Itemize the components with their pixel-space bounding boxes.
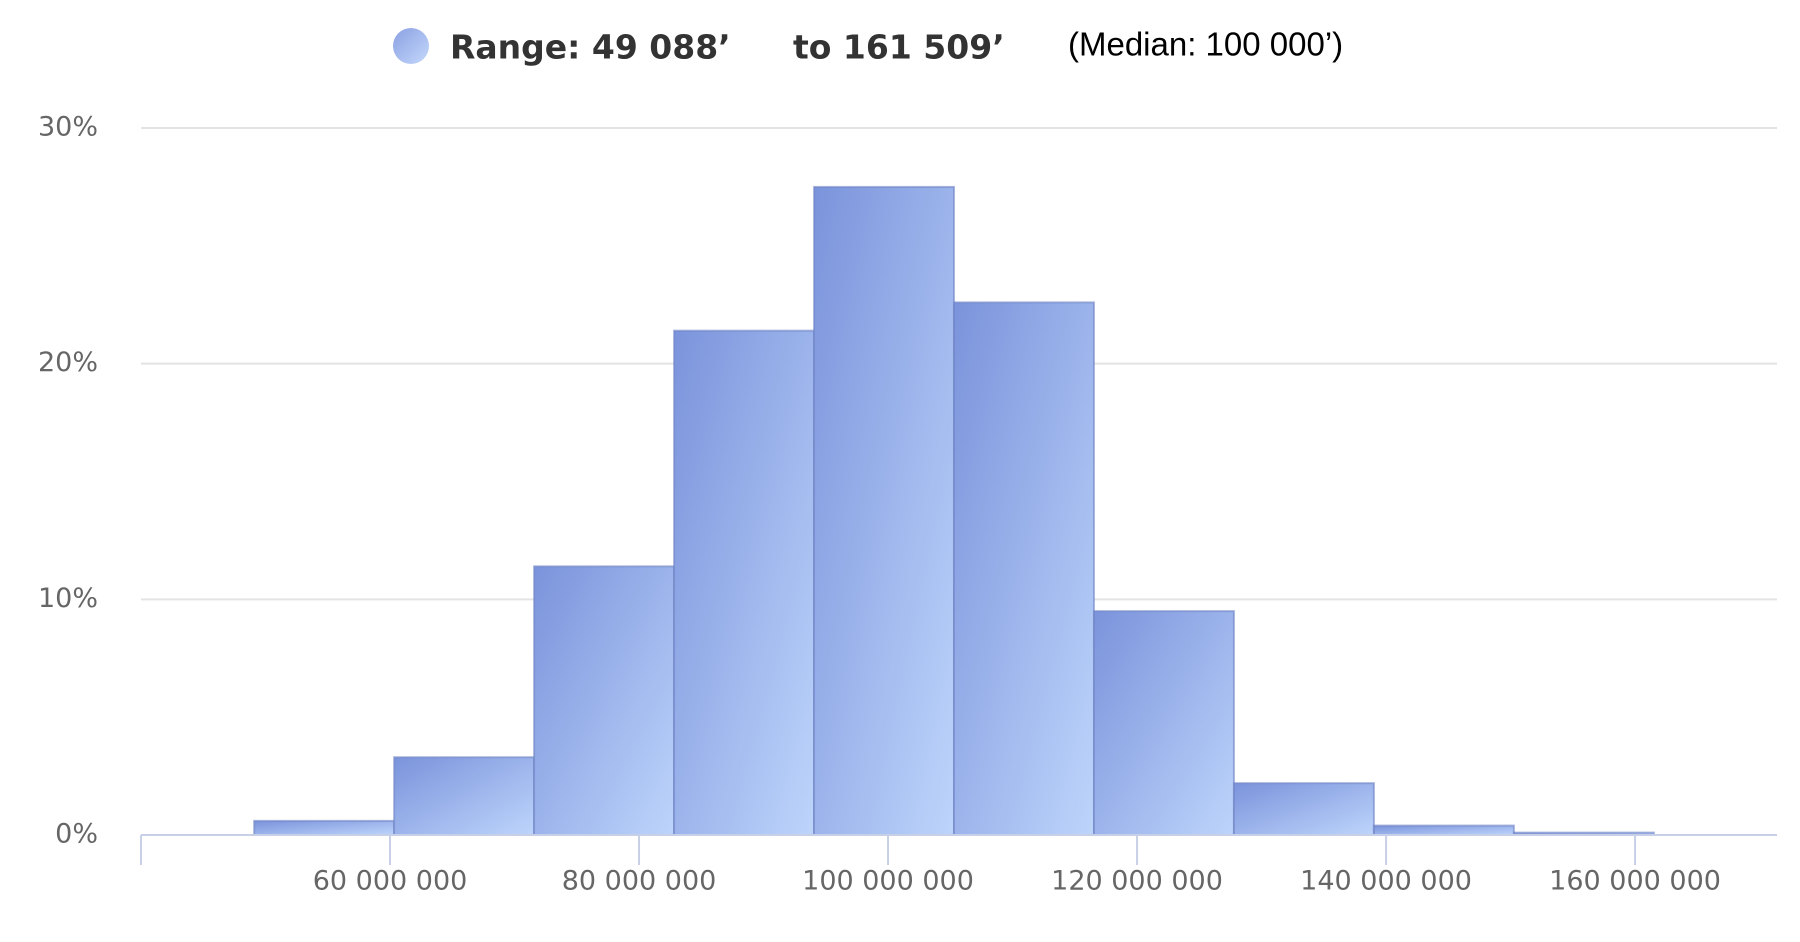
- histogram-bar: [253, 819, 396, 836]
- y-tick-label: 30%: [38, 112, 98, 143]
- y-tick-label: 20%: [38, 347, 98, 378]
- histogram-bar: [533, 565, 676, 837]
- x-tick-label: 140 000 000: [1300, 866, 1472, 897]
- histogram-bar: [1092, 610, 1235, 836]
- x-tick-label: 80 000 000: [562, 866, 717, 897]
- legend-label: Range: 49 088’: [450, 28, 731, 67]
- x-tick-label: 100 000 000: [802, 866, 974, 897]
- histogram-bar: [1232, 782, 1375, 836]
- legend-marker: [393, 28, 429, 64]
- x-tick-label: 60 000 000: [313, 866, 468, 897]
- legend-annotation: to 161 509’: [793, 28, 1005, 67]
- histogram-bar: [1372, 824, 1515, 836]
- histogram-bar: [952, 301, 1095, 837]
- y-tick-label: 10%: [38, 583, 98, 614]
- histogram-bar: [813, 185, 955, 836]
- median-annotation: (Median: 100 000’): [1068, 26, 1343, 63]
- y-tick-label: 0%: [55, 819, 98, 850]
- histogram-bar: [673, 329, 816, 836]
- x-tick-label: 120 000 000: [1051, 866, 1223, 897]
- histogram-bar: [393, 756, 536, 836]
- x-tick-label: 160 000 000: [1549, 866, 1721, 897]
